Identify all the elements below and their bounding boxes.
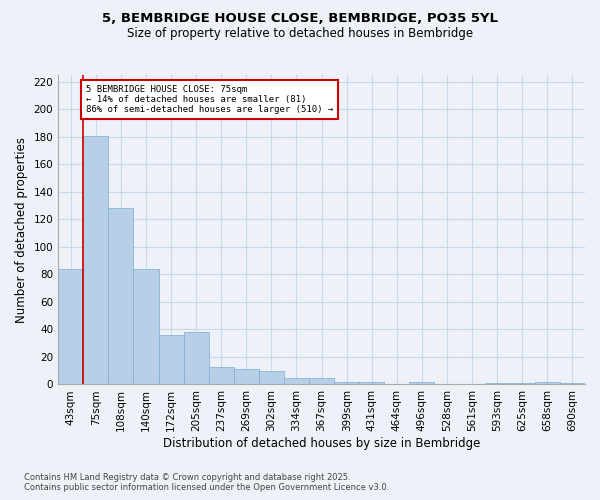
Bar xyxy=(234,370,259,384)
Bar xyxy=(133,269,158,384)
Bar xyxy=(158,335,184,384)
Bar xyxy=(209,366,234,384)
Bar xyxy=(109,208,133,384)
Bar xyxy=(309,378,334,384)
Bar xyxy=(485,383,510,384)
Text: Contains HM Land Registry data © Crown copyright and database right 2025.: Contains HM Land Registry data © Crown c… xyxy=(24,474,350,482)
Bar xyxy=(510,383,535,384)
Text: 5, BEMBRIDGE HOUSE CLOSE, BEMBRIDGE, PO35 5YL: 5, BEMBRIDGE HOUSE CLOSE, BEMBRIDGE, PO3… xyxy=(102,12,498,26)
Bar xyxy=(560,383,585,384)
Bar xyxy=(284,378,309,384)
Bar xyxy=(184,332,209,384)
Text: Size of property relative to detached houses in Bembridge: Size of property relative to detached ho… xyxy=(127,28,473,40)
Bar xyxy=(58,269,83,384)
X-axis label: Distribution of detached houses by size in Bembridge: Distribution of detached houses by size … xyxy=(163,437,480,450)
Bar xyxy=(334,382,359,384)
Bar xyxy=(359,382,385,384)
Bar xyxy=(259,370,284,384)
Y-axis label: Number of detached properties: Number of detached properties xyxy=(15,136,28,322)
Bar xyxy=(409,382,434,384)
Text: 5 BEMBRIDGE HOUSE CLOSE: 75sqm
← 14% of detached houses are smaller (81)
86% of : 5 BEMBRIDGE HOUSE CLOSE: 75sqm ← 14% of … xyxy=(86,84,333,114)
Text: Contains public sector information licensed under the Open Government Licence v3: Contains public sector information licen… xyxy=(24,484,389,492)
Bar xyxy=(535,382,560,384)
Bar xyxy=(83,136,109,384)
